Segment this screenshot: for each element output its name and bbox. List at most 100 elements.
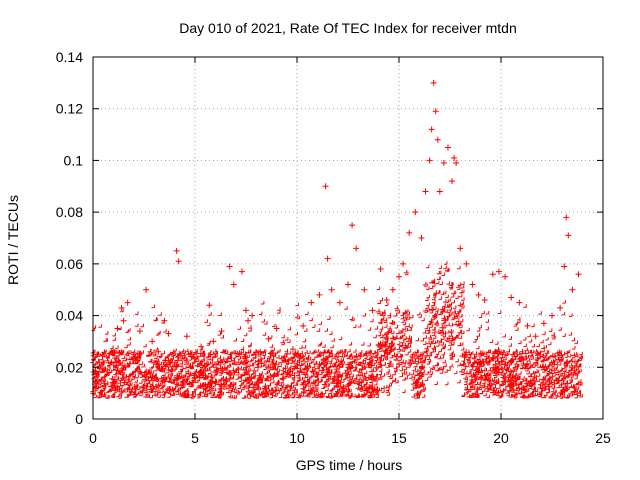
data-point	[549, 312, 555, 319]
data-point	[183, 333, 190, 340]
data-point	[300, 322, 307, 329]
data-point	[463, 260, 470, 267]
x-tick-label: 5	[191, 430, 199, 446]
data-point	[569, 286, 576, 293]
data-point	[143, 286, 150, 293]
grid-lines	[93, 57, 603, 419]
data-point	[257, 348, 264, 355]
data-point	[173, 247, 180, 254]
data-point	[361, 286, 368, 293]
data-point	[412, 209, 419, 216]
data-point	[457, 245, 464, 252]
data-point	[432, 108, 439, 115]
data-point	[189, 353, 196, 360]
data-point	[436, 188, 443, 195]
data-point	[322, 183, 329, 190]
data-point	[308, 299, 315, 306]
data-point	[440, 160, 447, 167]
data-point	[349, 222, 356, 229]
data-point	[434, 136, 441, 143]
data-point	[198, 343, 205, 350]
data-point	[469, 281, 476, 288]
data-point	[428, 126, 435, 133]
data-point	[316, 291, 323, 298]
data-point	[324, 255, 331, 262]
chart-title: Day 010 of 2021, Rate Of TEC Index for r…	[179, 20, 516, 36]
data-point	[406, 229, 413, 236]
y-tick-label: 0.02	[56, 359, 83, 375]
scatter-points	[92, 79, 582, 391]
x-tick-label: 10	[289, 430, 305, 446]
axis-ticks: 0 0.02 0.04 0.06 0.08 0.1 0.12 0.14 0 5 10 15 20 25	[56, 49, 611, 446]
x-tick-label: 20	[493, 430, 509, 446]
data-point	[114, 325, 121, 332]
data-point	[561, 263, 568, 270]
data-point	[422, 188, 429, 195]
data-point	[210, 338, 217, 345]
x-axis-label: GPS time / hours	[296, 457, 403, 473]
data-point	[136, 328, 143, 335]
data-point	[426, 157, 433, 164]
data-point	[124, 299, 131, 306]
data-point	[502, 273, 509, 280]
data-point	[120, 317, 127, 324]
x-tick-label: 15	[391, 430, 407, 446]
scatter-background	[90, 261, 583, 399]
data-point	[475, 291, 482, 298]
data-point	[249, 312, 256, 319]
y-tick-label: 0.14	[56, 49, 83, 65]
data-point	[175, 258, 182, 265]
data-point	[444, 144, 451, 151]
data-point	[165, 330, 172, 337]
data-point	[289, 346, 296, 353]
data-point	[243, 307, 249, 314]
scatter-cloud	[90, 261, 583, 399]
y-tick-label: 0	[75, 411, 83, 427]
plot-frame	[92, 56, 604, 420]
data-point	[230, 281, 237, 288]
data-point	[540, 320, 547, 327]
data-point	[430, 79, 437, 86]
data-point	[400, 260, 407, 267]
y-tick-label: 0.12	[56, 101, 83, 117]
x-tick-label: 0	[89, 430, 97, 446]
y-tick-label: 0.1	[64, 152, 84, 168]
data-point	[516, 299, 523, 306]
data-point	[273, 325, 280, 332]
data-point	[495, 268, 502, 275]
data-point	[377, 266, 384, 273]
y-tick-label: 0.08	[56, 204, 83, 220]
y-tick-label: 0.04	[56, 308, 83, 324]
data-point	[396, 273, 402, 280]
data-point	[557, 304, 564, 311]
data-point	[161, 317, 168, 324]
data-point	[532, 333, 539, 340]
data-point	[118, 304, 125, 311]
data-point	[575, 271, 582, 278]
data-point	[149, 338, 156, 345]
data-point	[389, 286, 396, 293]
data-point	[489, 271, 496, 278]
data-point	[106, 369, 113, 376]
data-point	[565, 232, 572, 239]
data-point	[226, 263, 233, 270]
data-point	[453, 160, 460, 167]
data-point	[345, 281, 351, 288]
data-point	[130, 351, 137, 358]
data-point	[98, 377, 105, 384]
data-point	[449, 178, 456, 185]
y-axis-label: ROTI / TECUs	[5, 195, 21, 285]
data-point	[238, 268, 245, 275]
data-point	[96, 359, 103, 366]
data-point	[265, 335, 272, 342]
data-point	[524, 322, 531, 329]
data-point	[563, 214, 570, 221]
data-point	[328, 286, 335, 293]
data-point	[369, 307, 376, 314]
data-point	[481, 297, 488, 304]
y-tick-label: 0.06	[56, 256, 83, 272]
data-point	[353, 245, 360, 252]
data-point	[281, 353, 288, 360]
x-tick-label: 25	[595, 430, 611, 446]
